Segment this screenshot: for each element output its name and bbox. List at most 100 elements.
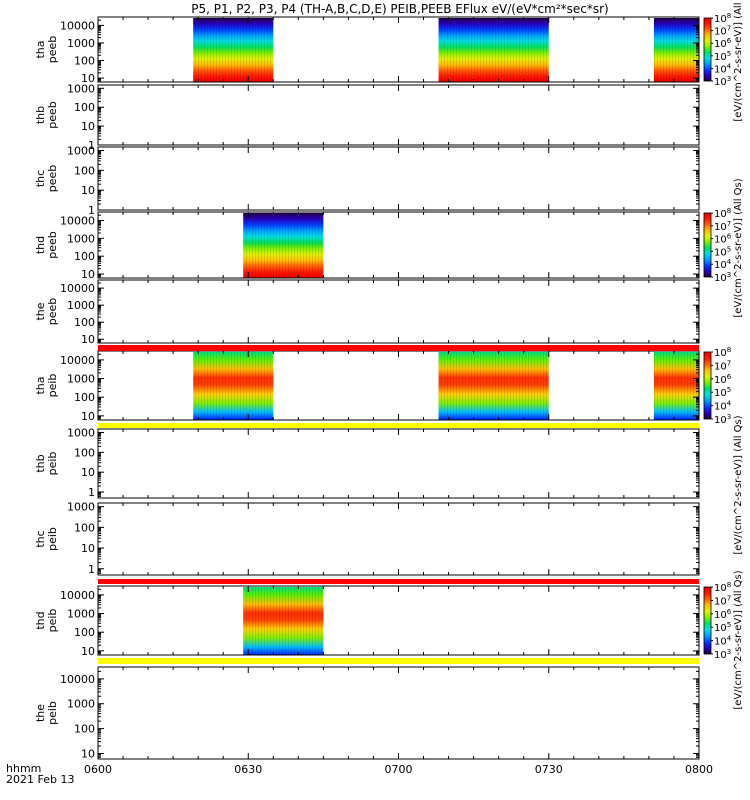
colorbar-base: 10 [714,39,727,50]
colorbar-exponent: 6 [727,373,732,381]
panel-thc-peeb: 1 10 100 1000 thcpeeb [34,144,700,217]
y-tick-label: 10000 [60,589,95,602]
spectrogram-texture [438,18,549,82]
panel-frame [97,84,700,146]
panel-label-product: peeb [46,101,59,129]
colorbar-tick-label: 104 [714,258,732,271]
y-tick-label: 1 [88,204,95,217]
colorbar-tick-label: 107 [714,359,731,372]
colorbar-tick-label: 103 [714,75,731,88]
y-tick-label: 1 [88,486,95,499]
colorbar-base: 10 [714,247,727,258]
x-tick-label: 0600 [84,763,112,776]
y-tick-label: 1 [88,563,95,576]
y-tick-label: 100 [74,446,95,459]
y-tick-label: 10000 [60,215,95,228]
colorbar-base: 10 [714,361,727,372]
colorbar-tick-label: 106 [714,608,732,621]
panel-thb-peib: 1 10 100 1000 thbpeib [34,426,700,499]
panel-frame [97,666,700,760]
panel-frame [97,585,700,656]
colorbar-exponent: 5 [727,245,731,253]
panel-label: thepeeb [34,298,59,326]
panel-label: thbpeeb [34,101,59,129]
panel-label-product: peeb [46,36,59,64]
y-tick-label: 10 [81,747,95,760]
spectrogram-texture [653,18,699,82]
colorbar-exponent: 7 [727,220,731,228]
y-tick-label: 1000 [67,373,95,386]
y-tick-label: 100 [74,55,95,68]
status-flag-bar [98,345,699,351]
panel-label-product: peeb [46,231,59,259]
colorbar-tick-label: 108 [714,581,731,594]
colorbar-exponent: 8 [727,346,731,354]
colorbar-exponent: 3 [727,648,731,656]
colorbar-exponent: 5 [727,50,731,58]
colorbar-base: 10 [714,610,727,621]
colorbar-base: 10 [714,27,727,38]
panel-label-product: peib [46,609,59,633]
colorbar-base: 10 [714,52,727,63]
panel-frame [97,350,700,421]
panel-thc-peib: 1 10 100 1000 thcpeib [34,501,700,576]
y-tick-label: 1000 [67,501,95,514]
panel-label: thdpeib [34,609,59,633]
panel-label-probe: the [34,704,47,722]
colorbar-base: 10 [714,583,727,594]
y-tick-label: 1000 [67,82,95,95]
colorbar-base: 10 [714,637,727,648]
colorbar-unit-label: [eV/(cm^2-s-sr-eV)] (All Qs) [733,0,744,122]
panel-frame [97,211,700,279]
y-tick-label: 1000 [67,698,95,711]
colorbar-exponent: 7 [727,594,731,602]
spectrogram-texture [193,352,274,420]
colorbar-exponent: 6 [727,608,732,616]
colorbar-tick-label: 107 [714,594,731,607]
colorbar-tick-label: 106 [714,37,732,50]
colorbar-base: 10 [714,623,727,634]
colorbar-base: 10 [714,415,727,426]
y-tick-label: 1000 [67,426,95,439]
colorbar-tick-label: 105 [714,386,731,399]
y-tick-label: 1000 [67,299,95,312]
y-tick-label: 10 [81,120,95,133]
colorbar-tick-label: 103 [714,413,731,426]
colorbar-exponent: 3 [727,75,731,83]
x-tick-label: 0800 [685,763,713,776]
panel-label-product: peib [46,701,59,725]
panel-label-product: peeb [46,298,59,326]
colorbar-unit-label: [eV/(cm^2-s-sr-eV)] (All Qs) [733,570,744,709]
panel-label-probe: thd [34,236,47,254]
panel-label-probe: thb [34,106,47,124]
colorbar-exponent: 6 [727,37,732,45]
colorbar-base: 10 [714,273,727,284]
spectrogram-texture [653,352,699,420]
colorbar-tick-label: 106 [714,233,732,246]
panel-label: thcpeeb [34,165,59,193]
panel-label-product: peeb [46,165,59,193]
colorbar-tick-label: 104 [714,62,732,75]
colorbar-base: 10 [714,209,727,220]
colorbar-tick-label: 103 [714,271,731,284]
y-tick-label: 100 [74,316,95,329]
colorbar-exponent: 4 [727,258,732,266]
colorbar-exponent: 4 [727,635,732,643]
colorbar-exponent: 3 [727,271,731,279]
colorbar-exponent: 6 [727,233,732,241]
spectrogram-texture [243,213,324,278]
panel-the-peib: 10 100 1000 10000 thepeib [34,666,700,760]
y-tick-label: 100 [74,626,95,639]
panel-label-product: peib [46,374,59,398]
y-tick-label: 1 [88,139,95,152]
x-tick-label: 0700 [385,763,413,776]
colorbar-tick-label: 108 [714,346,731,359]
panel-frame [97,279,700,344]
y-tick-label: 1000 [67,37,95,50]
colorbar-exponent: 5 [727,621,731,629]
colorbar-tick-label: 108 [714,12,731,25]
panel-frame [97,502,700,576]
colorbar-base: 10 [714,596,727,607]
